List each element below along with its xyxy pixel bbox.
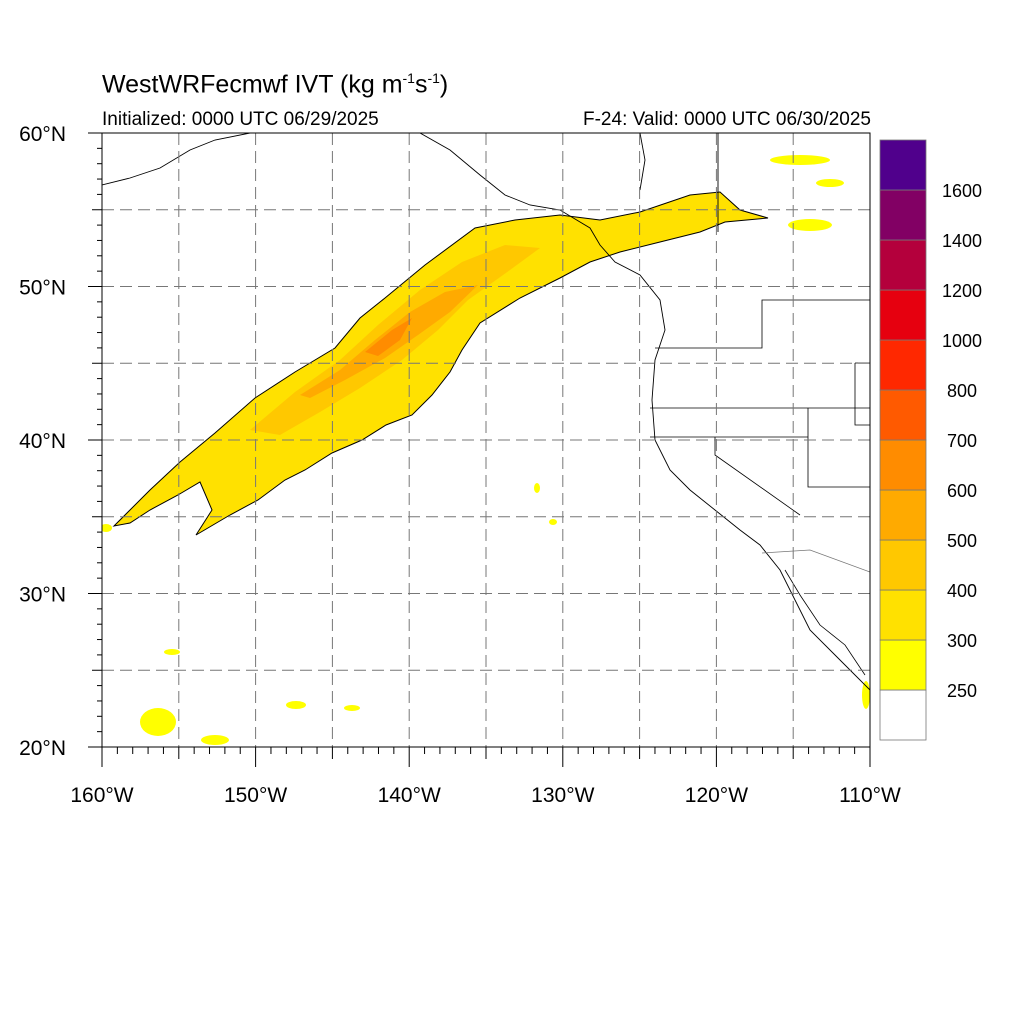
colorbar-label: 600 bbox=[947, 481, 977, 501]
colorbar-swatch bbox=[879, 439, 927, 491]
init-time: Initialized: 0000 UTC 06/29/2025 bbox=[102, 109, 379, 130]
lon-label: 110°W bbox=[839, 784, 901, 807]
ivt-field bbox=[102, 155, 870, 745]
colorbar-swatch bbox=[879, 489, 927, 541]
colorbar-swatch bbox=[879, 639, 927, 691]
map-title: WestWRFecmwf IVT (kg m-1s-1) bbox=[102, 70, 449, 99]
lon-label: 150°W bbox=[224, 784, 287, 807]
colorbar: 250 300 400 500 600 700 800 1000 1200 1400 1600 bbox=[879, 139, 982, 741]
colorbar-swatch bbox=[879, 289, 927, 341]
colorbar-swatch bbox=[879, 389, 927, 441]
lon-label: 160°W bbox=[70, 784, 133, 807]
colorbar-label: 1600 bbox=[942, 181, 982, 201]
colorbar-label: 1200 bbox=[942, 281, 982, 301]
lat-label: 50°N bbox=[19, 277, 66, 300]
lat-label: 20°N bbox=[19, 737, 66, 760]
colorbar-label: 500 bbox=[947, 531, 977, 551]
colorbar-label: 250 bbox=[947, 681, 977, 701]
ivt-250-contour bbox=[112, 191, 769, 536]
ivt-small-patches bbox=[102, 155, 870, 745]
colorbar-swatch bbox=[879, 539, 927, 591]
colorbar-swatch bbox=[879, 189, 927, 241]
ivt-500-contour bbox=[365, 318, 412, 356]
colorbar-label: 1000 bbox=[942, 331, 982, 351]
colorbar-label: 1400 bbox=[942, 231, 982, 251]
colorbar-swatch bbox=[879, 239, 927, 291]
colorbar-swatch bbox=[879, 139, 927, 191]
coastlines bbox=[102, 133, 870, 691]
colorbar-label: 700 bbox=[947, 431, 977, 451]
lat-label: 60°N bbox=[19, 123, 66, 146]
lon-label: 140°W bbox=[378, 784, 441, 807]
colorbar-label: 400 bbox=[947, 581, 977, 601]
valid-time: F-24: Valid: 0000 UTC 06/30/2025 bbox=[583, 109, 871, 130]
lat-label: 30°N bbox=[19, 584, 66, 607]
axes: 160°W 150°W 140°W 130°W 120°W 110°W 20°N 30°N 40… bbox=[19, 123, 901, 807]
colorbar-swatch bbox=[879, 589, 927, 641]
colorbar-swatch bbox=[879, 689, 927, 741]
colorbar-label: 800 bbox=[947, 381, 977, 401]
colorbar-label: 300 bbox=[947, 631, 977, 651]
colorbar-swatch bbox=[879, 339, 927, 391]
lat-label: 40°N bbox=[19, 430, 66, 453]
lon-label: 130°W bbox=[531, 784, 594, 807]
lon-label: 120°W bbox=[685, 784, 748, 807]
gridlines bbox=[102, 133, 870, 747]
